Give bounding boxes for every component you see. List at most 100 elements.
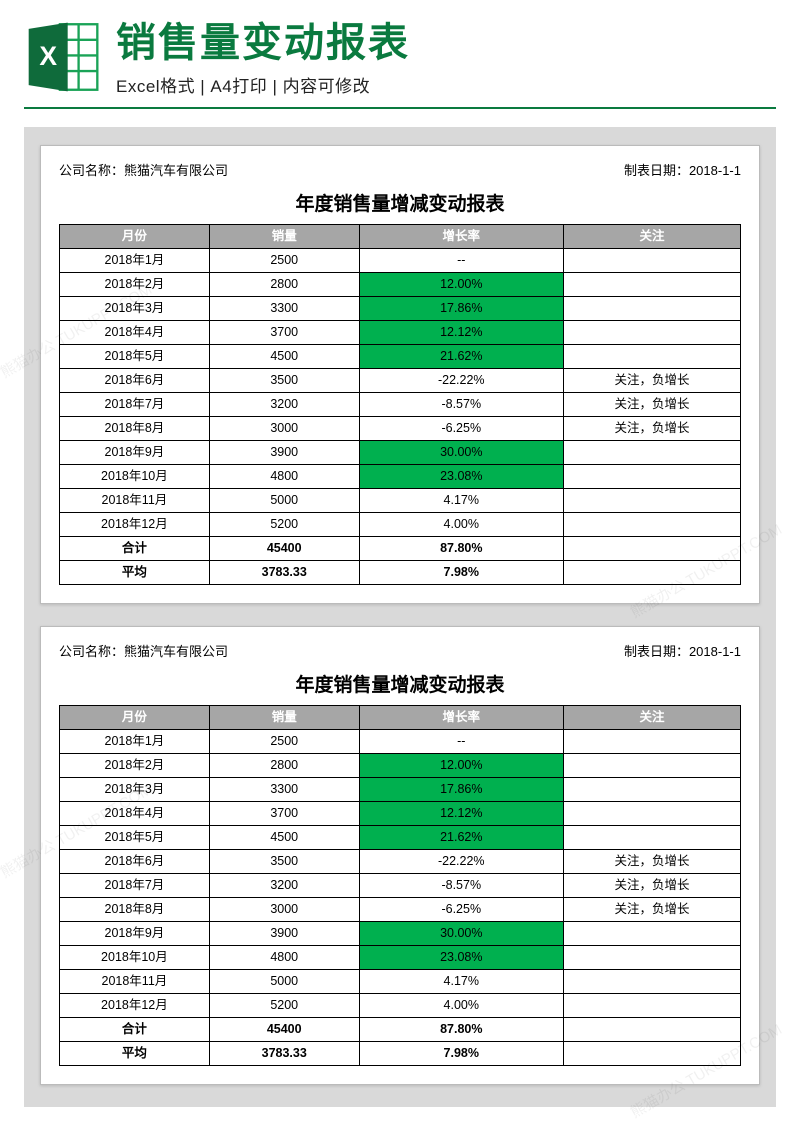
cell-sales: 5200 [209,994,359,1018]
cell-month: 2018年1月 [60,730,210,754]
summary-sales: 3783.33 [209,561,359,585]
cell-note [563,321,740,345]
cell-note: 关注，负增长 [563,850,740,874]
report-page-1: 公司名称：熊猫汽车有限公司制表日期：2018-1-1年度销售量增减变动报表月份销… [40,145,760,604]
sales-table: 月份销量增长率关注2018年1月2500--2018年2月280012.00%2… [59,705,741,1066]
cell-note [563,345,740,369]
cell-rate: 21.62% [359,826,563,850]
sub-title: Excel格式 | A4打印 | 内容可修改 [116,72,776,97]
cell-rate: 12.12% [359,802,563,826]
cell-rate: -22.22% [359,850,563,874]
svg-text:X: X [39,41,57,71]
table-row: 2018年7月3200-8.57%关注，负增长 [60,393,741,417]
cell-rate: 17.86% [359,778,563,802]
table-row: 2018年12月52004.00% [60,994,741,1018]
cell-month: 2018年5月 [60,345,210,369]
cell-note [563,754,740,778]
cell-rate: -8.57% [359,393,563,417]
cell-sales: 3000 [209,417,359,441]
cell-note [563,249,740,273]
cell-month: 2018年12月 [60,994,210,1018]
cell-rate: -- [359,249,563,273]
cell-rate: -6.25% [359,417,563,441]
column-header: 关注 [563,706,740,730]
summary-empty [563,1042,740,1066]
cell-sales: 3200 [209,874,359,898]
company-info: 公司名称：熊猫汽车有限公司 [59,160,228,179]
table-row: 2018年8月3000-6.25%关注，负增长 [60,417,741,441]
table-row: 2018年10月480023.08% [60,465,741,489]
cell-month: 2018年3月 [60,778,210,802]
cell-note [563,489,740,513]
table-row: 2018年10月480023.08% [60,946,741,970]
column-header: 月份 [60,225,210,249]
table-row: 2018年4月370012.12% [60,802,741,826]
cell-month: 2018年9月 [60,441,210,465]
summary-row: 平均3783.337.98% [60,561,741,585]
header-text-block: 销售量变动报表 Excel格式 | A4打印 | 内容可修改 [116,18,776,97]
cell-rate: 23.08% [359,946,563,970]
cell-rate: 4.00% [359,994,563,1018]
header-divider [24,107,776,109]
cell-note [563,778,740,802]
column-header: 关注 [563,225,740,249]
cell-rate: 30.00% [359,441,563,465]
cell-month: 2018年4月 [60,802,210,826]
cell-month: 2018年4月 [60,321,210,345]
table-row: 2018年2月280012.00% [60,754,741,778]
summary-label: 合计 [60,537,210,561]
cell-note [563,513,740,537]
table-row: 2018年3月330017.86% [60,778,741,802]
table-row: 2018年1月2500-- [60,730,741,754]
table-row: 2018年6月3500-22.22%关注，负增长 [60,850,741,874]
cell-rate: 12.12% [359,321,563,345]
cell-month: 2018年11月 [60,970,210,994]
cell-sales: 3900 [209,922,359,946]
cell-rate: 21.62% [359,345,563,369]
summary-empty [563,1018,740,1042]
column-header: 销量 [209,706,359,730]
cell-rate: -6.25% [359,898,563,922]
cell-note: 关注，负增长 [563,898,740,922]
table-row: 2018年11月50004.17% [60,489,741,513]
cell-sales: 4800 [209,465,359,489]
summary-rate: 87.80% [359,1018,563,1042]
cell-note: 关注，负增长 [563,393,740,417]
cell-note: 关注，负增长 [563,369,740,393]
cell-sales: 3300 [209,297,359,321]
meta-line: 公司名称：熊猫汽车有限公司制表日期：2018-1-1 [59,641,741,660]
summary-row: 合计4540087.80% [60,537,741,561]
summary-rate: 7.98% [359,1042,563,1066]
cell-month: 2018年7月 [60,874,210,898]
cell-month: 2018年8月 [60,417,210,441]
cell-note [563,297,740,321]
cell-sales: 3500 [209,369,359,393]
summary-rate: 87.80% [359,537,563,561]
cell-sales: 3000 [209,898,359,922]
cell-rate: 23.08% [359,465,563,489]
report-title: 年度销售量增减变动报表 [59,183,741,224]
summary-row: 平均3783.337.98% [60,1042,741,1066]
cell-rate: 4.00% [359,513,563,537]
cell-rate: 4.17% [359,970,563,994]
cell-note [563,730,740,754]
summary-rate: 7.98% [359,561,563,585]
summary-label: 平均 [60,561,210,585]
summary-label: 合计 [60,1018,210,1042]
cell-rate: -8.57% [359,874,563,898]
cell-note [563,946,740,970]
cell-month: 2018年6月 [60,369,210,393]
cell-month: 2018年5月 [60,826,210,850]
cell-sales: 5200 [209,513,359,537]
date-info: 制表日期：2018-1-1 [624,160,741,179]
cell-note [563,994,740,1018]
cell-sales: 2500 [209,730,359,754]
sales-table: 月份销量增长率关注2018年1月2500--2018年2月280012.00%2… [59,224,741,585]
cell-month: 2018年1月 [60,249,210,273]
cell-rate: -22.22% [359,369,563,393]
cell-sales: 3200 [209,393,359,417]
cell-month: 2018年2月 [60,273,210,297]
table-row: 2018年3月330017.86% [60,297,741,321]
column-header: 增长率 [359,706,563,730]
cell-rate: -- [359,730,563,754]
